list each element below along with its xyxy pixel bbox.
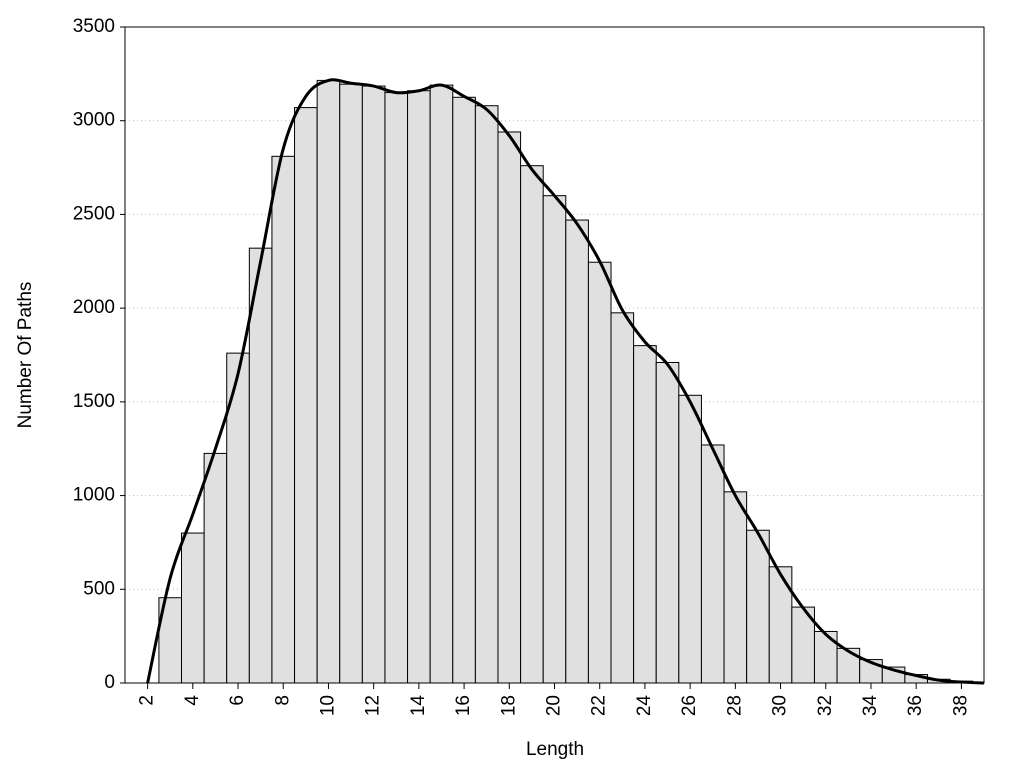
y-tick-label: 1500 — [73, 391, 115, 412]
y-axis-label: Number Of Paths — [15, 282, 36, 429]
bar — [407, 90, 431, 684]
bar — [542, 195, 567, 684]
x-tick-label: 8 — [272, 695, 293, 706]
x-tick-label: 36 — [905, 695, 926, 716]
x-tick-label: 12 — [363, 695, 384, 716]
x-tick-label: 22 — [589, 695, 610, 716]
y-tick-label: 2000 — [73, 297, 115, 318]
y-tick-label: 3000 — [73, 110, 115, 131]
bar — [565, 219, 589, 684]
bar — [361, 85, 386, 684]
bar — [520, 165, 544, 684]
x-tick-label: 10 — [317, 695, 338, 716]
x-tick-label: 6 — [227, 695, 248, 706]
x-tick-label: 28 — [724, 695, 745, 716]
bar — [203, 452, 228, 684]
x-axis-label: Length — [526, 739, 584, 760]
bar — [723, 491, 748, 684]
bar — [633, 345, 657, 684]
x-tick-label: 38 — [950, 695, 971, 716]
bar — [746, 529, 770, 684]
bar — [248, 247, 273, 684]
bar — [181, 532, 205, 684]
density-curve — [146, 78, 985, 685]
bar — [271, 155, 296, 684]
bar — [497, 131, 522, 684]
bar — [678, 394, 702, 684]
y-tick-label: 3500 — [73, 16, 115, 37]
y-tick-label: 500 — [83, 578, 115, 599]
x-tick-label: 34 — [860, 695, 881, 717]
x-tick-label: 20 — [544, 695, 565, 716]
bar — [294, 107, 318, 684]
x-tick-label: 18 — [498, 695, 519, 716]
bar — [316, 79, 341, 684]
x-tick-label: 26 — [679, 695, 700, 716]
bar — [700, 444, 725, 684]
bar — [655, 361, 680, 684]
x-tick-label: 32 — [815, 695, 836, 716]
bar — [836, 647, 861, 684]
bar — [474, 105, 499, 684]
y-tick-label: 0 — [104, 672, 115, 693]
x-tick-label: 30 — [770, 695, 791, 716]
bar — [610, 312, 635, 684]
x-tick-label: 4 — [182, 695, 203, 706]
bar — [384, 92, 409, 684]
bar — [452, 96, 476, 684]
bar — [429, 84, 454, 684]
x-tick-label: 14 — [408, 695, 429, 717]
bar — [587, 261, 612, 684]
x-tick-label: 2 — [137, 695, 158, 706]
x-tick-label: 24 — [634, 695, 655, 717]
y-tick-label: 2500 — [73, 203, 115, 224]
y-tick-label: 1000 — [73, 485, 115, 506]
x-tick-label: 16 — [453, 695, 474, 716]
bar — [339, 83, 363, 684]
